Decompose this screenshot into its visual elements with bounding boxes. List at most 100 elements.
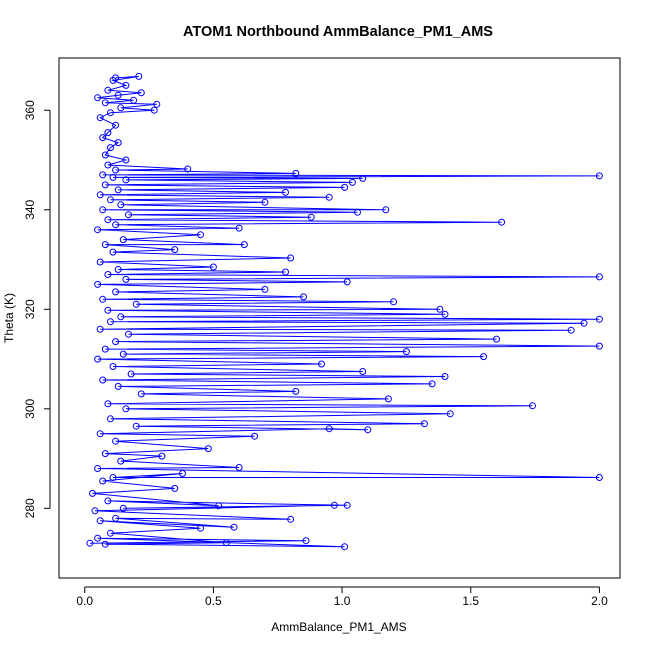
data-point	[325, 425, 333, 433]
data-point	[112, 514, 120, 522]
data-point	[114, 91, 122, 99]
data-point	[104, 216, 112, 224]
data-point	[99, 134, 107, 142]
data-point	[137, 390, 145, 398]
data-point	[119, 236, 127, 244]
data-point	[107, 196, 114, 204]
data-point	[125, 330, 132, 338]
data-point	[122, 405, 130, 413]
data-point	[127, 370, 135, 378]
data-point	[132, 300, 140, 308]
data-point	[96, 114, 104, 122]
y-tick-label: 280	[23, 498, 37, 518]
data-point	[402, 348, 410, 356]
data-point	[222, 539, 230, 547]
x-tick-label: 0.5	[205, 594, 222, 608]
data-point	[96, 430, 104, 438]
data-point	[446, 410, 454, 418]
x-tick-label: 1.5	[462, 594, 479, 608]
data-point	[261, 198, 269, 206]
data-point	[101, 345, 109, 353]
data-point	[109, 474, 117, 481]
data-point	[117, 313, 125, 321]
data-point	[135, 72, 143, 80]
data-point	[109, 363, 117, 370]
data-point	[96, 258, 104, 266]
data-point	[235, 224, 243, 232]
data-point	[580, 319, 588, 327]
x-axis-label: AmmBalance_PM1_AMS	[271, 620, 406, 634]
data-point	[197, 524, 204, 532]
data-point	[99, 206, 107, 214]
data-point	[137, 89, 145, 97]
data-point	[150, 106, 158, 114]
data-point	[99, 376, 107, 384]
data-point	[330, 501, 338, 509]
data-point	[498, 218, 506, 226]
data-point	[215, 502, 223, 510]
data-point	[125, 211, 132, 219]
data-point	[101, 540, 109, 548]
data-point	[122, 81, 130, 89]
data-point	[390, 298, 397, 306]
data-point	[130, 96, 138, 104]
data-point	[94, 94, 102, 102]
data-point	[107, 529, 114, 537]
data-point	[107, 144, 114, 152]
data-point	[171, 484, 179, 492]
data-point	[230, 523, 238, 531]
data-point	[132, 422, 140, 430]
y-tick-label: 360	[23, 100, 37, 120]
data-point	[104, 306, 112, 314]
data-point	[94, 355, 102, 363]
data-point	[354, 208, 361, 216]
data-point	[104, 271, 112, 278]
data-point	[104, 129, 112, 137]
data-point	[94, 534, 102, 542]
data-point	[112, 221, 120, 229]
data-point	[153, 100, 161, 108]
data-point	[384, 395, 392, 403]
plot-frame	[58, 57, 621, 579]
y-tick-label: 340	[23, 199, 37, 219]
data-point	[595, 172, 603, 180]
data-point	[117, 104, 125, 112]
data-point	[348, 178, 356, 186]
data-point	[595, 315, 603, 323]
x-tick-label: 2.0	[591, 594, 608, 608]
data-point	[480, 353, 488, 361]
data-point	[595, 474, 603, 481]
data-point	[282, 268, 289, 276]
data-point	[307, 213, 315, 221]
data-point	[441, 373, 449, 380]
data-point	[364, 426, 372, 434]
data-point	[101, 241, 109, 249]
data-point	[104, 161, 112, 169]
data-point	[94, 280, 102, 288]
y-tick-label: 320	[23, 299, 37, 319]
data-point	[300, 293, 307, 301]
data-point	[107, 318, 114, 326]
data-point	[104, 400, 112, 408]
data-point	[101, 450, 109, 458]
data-point	[117, 457, 125, 465]
data-point	[122, 176, 130, 184]
x-axis: 0.0 0.5 1.0 1.5 2.0	[76, 586, 608, 608]
data-point	[122, 156, 130, 164]
data-point	[107, 109, 114, 117]
data-point	[209, 263, 217, 271]
data-point	[101, 99, 109, 107]
data-point	[104, 497, 112, 505]
data-point	[114, 382, 122, 390]
data-point	[595, 273, 603, 281]
data-point	[341, 183, 349, 191]
data-point	[94, 226, 102, 234]
data-point	[595, 342, 603, 350]
data-point	[114, 266, 122, 273]
data-point	[282, 188, 289, 196]
data-point	[302, 537, 310, 545]
x-tick-label: 1.0	[334, 594, 351, 608]
data-point	[158, 452, 166, 460]
data-point	[420, 420, 428, 428]
y-axis-label: Theta (K)	[2, 293, 16, 343]
